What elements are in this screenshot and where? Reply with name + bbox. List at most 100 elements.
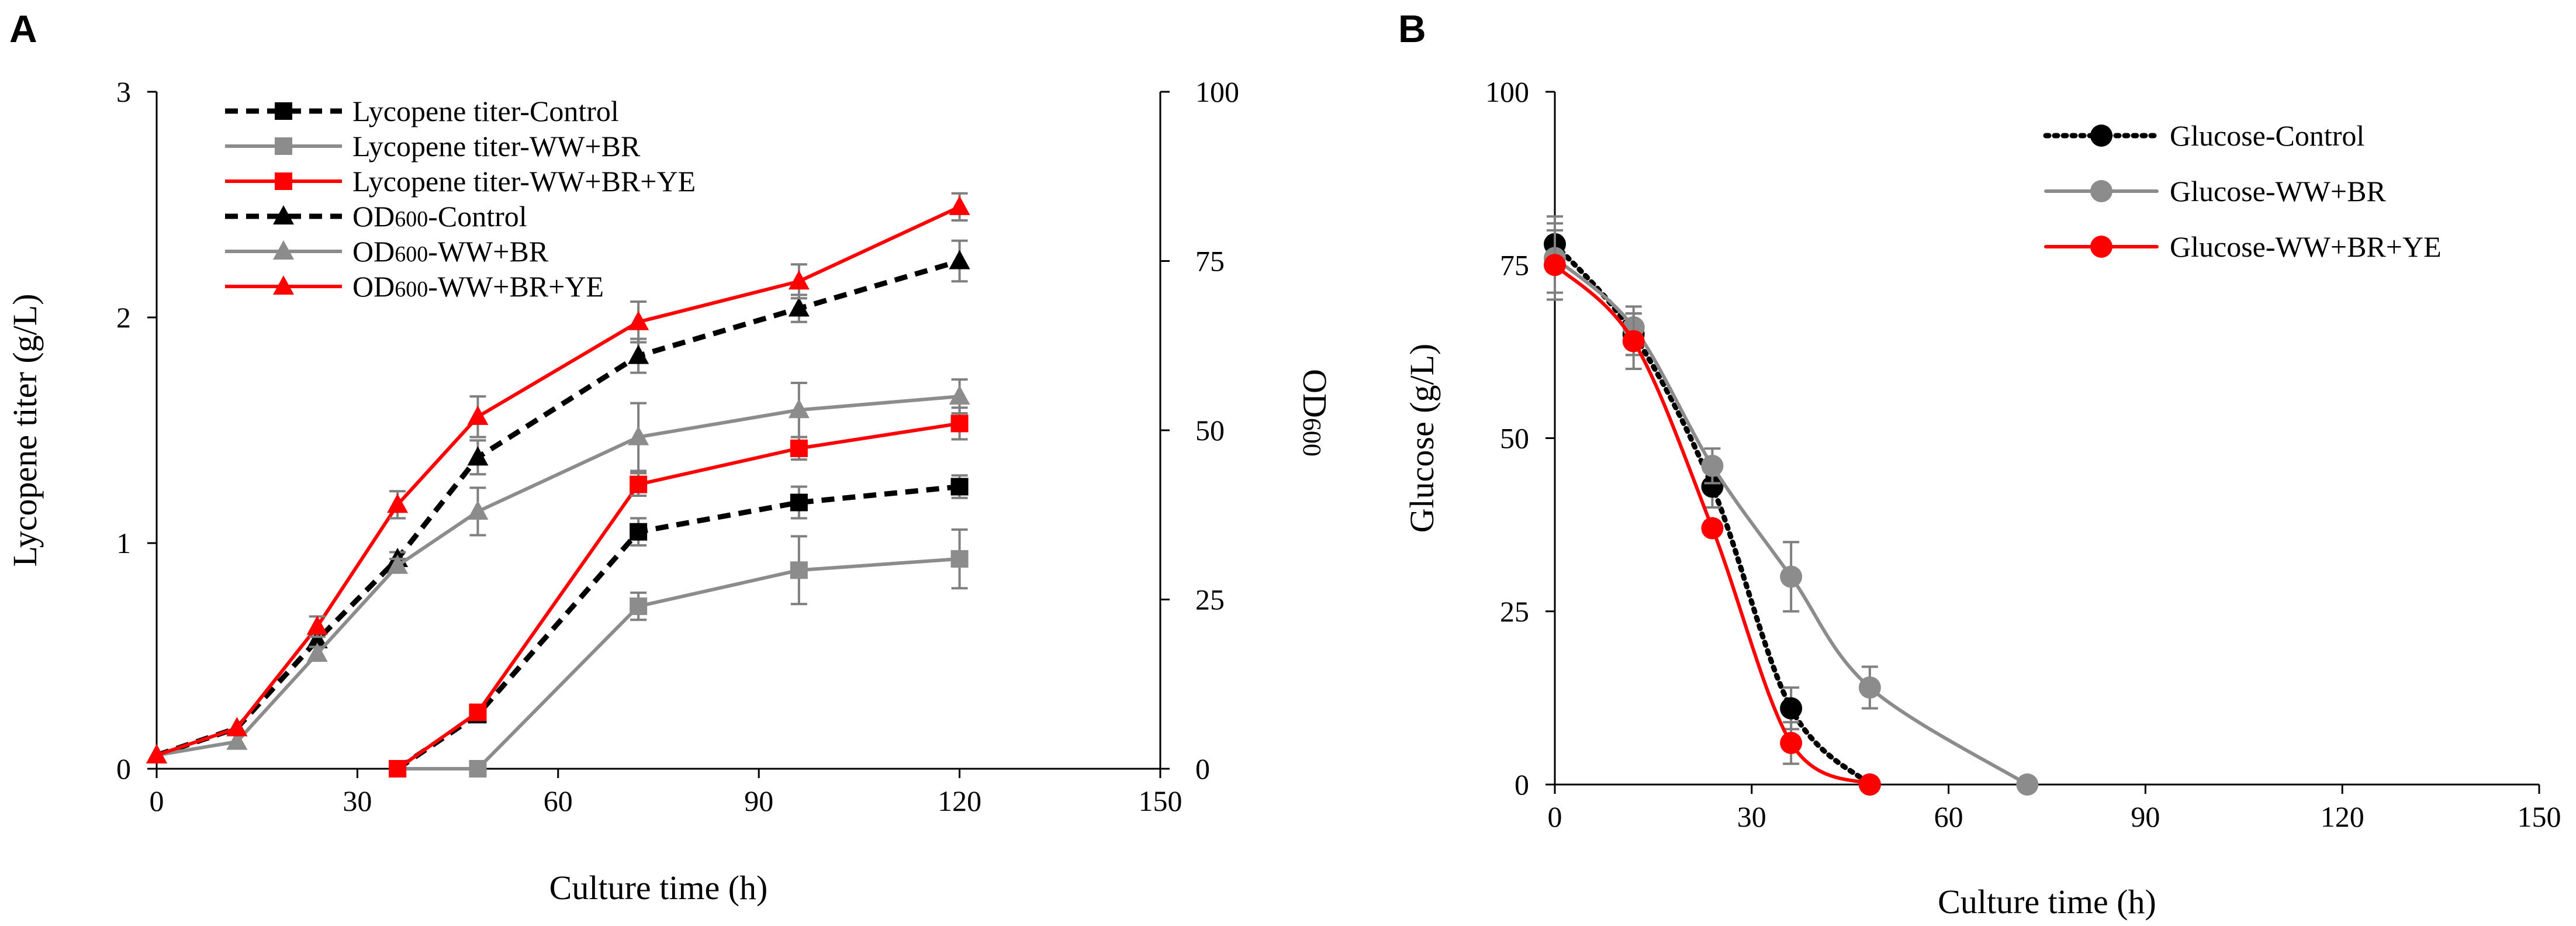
- data-point: [788, 297, 810, 317]
- x-tick-label: 120: [938, 785, 981, 817]
- y-axis-title: Lycopene titer (g/L): [6, 293, 44, 566]
- data-point: [1701, 454, 1724, 477]
- y2-axis-title-subscript: 600: [1298, 418, 1326, 457]
- legend-label-part: -WW+BR+YE: [428, 270, 604, 303]
- panel-b-letter: B: [1398, 7, 1426, 50]
- legend-label: Lycopene titer-WW+BR+YE: [352, 165, 696, 198]
- series-line: [397, 557, 960, 770]
- data-point: [628, 426, 649, 445]
- data-point: [306, 628, 328, 648]
- x-tick-label: 90: [2131, 800, 2160, 833]
- y2-tick-label: 50: [1195, 414, 1225, 447]
- series-line: [396, 484, 960, 771]
- data-point: [949, 385, 970, 405]
- panel-b: B 0 30 60 90 120 150 0 25 50 75 100 Culture time (h…: [1398, 7, 2561, 921]
- legend-subscript: 600: [395, 242, 428, 267]
- y-tick-label: 25: [1500, 595, 1529, 628]
- legend-label: OD600-WW+BR: [352, 235, 549, 268]
- legend-label-part: Lycopene titer-Control: [352, 95, 619, 127]
- legend-label: Lycopene titer-WW+BR: [352, 130, 641, 163]
- legend-label: Glucose-Control: [2170, 119, 2364, 152]
- legend-label: OD600-Control: [352, 200, 527, 233]
- data-point: [146, 744, 167, 763]
- legend-marker: [273, 205, 294, 224]
- y-tick-label: 2: [116, 301, 131, 334]
- legend-subscript: 600: [395, 207, 428, 231]
- data-point: [950, 414, 969, 433]
- legend-label-part: Lycopene titer-WW+BR+YE: [352, 165, 696, 198]
- y-tick-label: 0: [116, 752, 131, 785]
- x-axis-title: Culture time (h): [1938, 883, 2156, 921]
- data-point: [387, 554, 409, 574]
- data-point: [790, 493, 808, 512]
- legend-subscript: 600: [395, 277, 428, 302]
- y2-tick-label: 100: [1195, 75, 1239, 108]
- data-point: [788, 399, 810, 419]
- x-tick-label: 60: [1934, 800, 1963, 833]
- data-point: [949, 250, 970, 269]
- y2-axis-title-main: OD: [1296, 369, 1334, 418]
- legend-marker: [2090, 180, 2112, 202]
- data-point: [389, 760, 407, 778]
- legend-label-part: -WW+BR: [428, 235, 549, 268]
- panel-a-letter: A: [9, 7, 37, 50]
- legend-marker: [275, 102, 292, 120]
- series-0: [1544, 215, 1881, 796]
- y-tick-label: 1: [116, 527, 131, 559]
- data-point: [467, 405, 489, 425]
- series-line: [1552, 241, 1873, 787]
- y2-tick-label: 0: [1195, 752, 1210, 785]
- data-point: [788, 270, 810, 290]
- legend-marker: [273, 240, 294, 260]
- data-point: [226, 730, 248, 750]
- x-tick-label: 30: [1737, 800, 1766, 833]
- data-point: [630, 475, 648, 493]
- y-tick-label: 3: [116, 75, 131, 108]
- series-2: [389, 406, 969, 778]
- series-0: [389, 474, 969, 778]
- x-axis-title: Culture time (h): [549, 869, 768, 907]
- legend-marker: [2090, 236, 2112, 258]
- data-point: [949, 195, 970, 215]
- data-point: [1544, 254, 1566, 277]
- legend-label-part: Glucose-WW+BR+YE: [2170, 230, 2442, 263]
- data-point: [1780, 565, 1803, 588]
- legend: Glucose-Control Glucose-WW+BR Glucose-WW+B…: [2043, 119, 2442, 263]
- x-tick-label: 60: [544, 785, 573, 817]
- legend-label: OD600-WW+BR+YE: [352, 270, 604, 303]
- data-point: [469, 760, 487, 778]
- legend-label-part: Glucose-WW+BR: [2170, 175, 2386, 208]
- data-point: [467, 446, 489, 466]
- legend-label: Glucose-WW+BR: [2170, 175, 2386, 208]
- data-point: [1622, 330, 1645, 353]
- legend-label-part: Glucose-Control: [2170, 119, 2364, 152]
- data-point: [1701, 517, 1724, 540]
- data-point: [950, 478, 969, 496]
- series-5: [146, 192, 970, 763]
- data-point: [1780, 731, 1803, 754]
- data-point: [790, 439, 808, 457]
- data-point: [628, 310, 649, 330]
- series-2: [1544, 229, 1881, 796]
- legend-marker: [275, 172, 292, 190]
- data-point: [1780, 697, 1803, 720]
- legend-label: Glucose-WW+BR+YE: [2170, 230, 2442, 263]
- x-tick-label: 90: [744, 785, 773, 817]
- legend-label-part: OD: [352, 200, 395, 233]
- data-point: [1858, 773, 1881, 796]
- legend-label-part: -Control: [428, 200, 527, 233]
- legend-marker: [275, 137, 292, 155]
- series-line: [156, 205, 960, 757]
- data-point: [467, 500, 489, 520]
- x-tick-label: 150: [2518, 800, 2561, 833]
- series-1: [389, 528, 969, 778]
- legend-label: Lycopene titer-Control: [352, 95, 619, 127]
- data-point: [1858, 676, 1881, 699]
- data-point: [628, 344, 649, 364]
- y2-tick-label: 25: [1195, 583, 1225, 616]
- data-point: [630, 523, 648, 541]
- legend-marker: [273, 275, 294, 295]
- y2-tick-label: 75: [1195, 245, 1225, 278]
